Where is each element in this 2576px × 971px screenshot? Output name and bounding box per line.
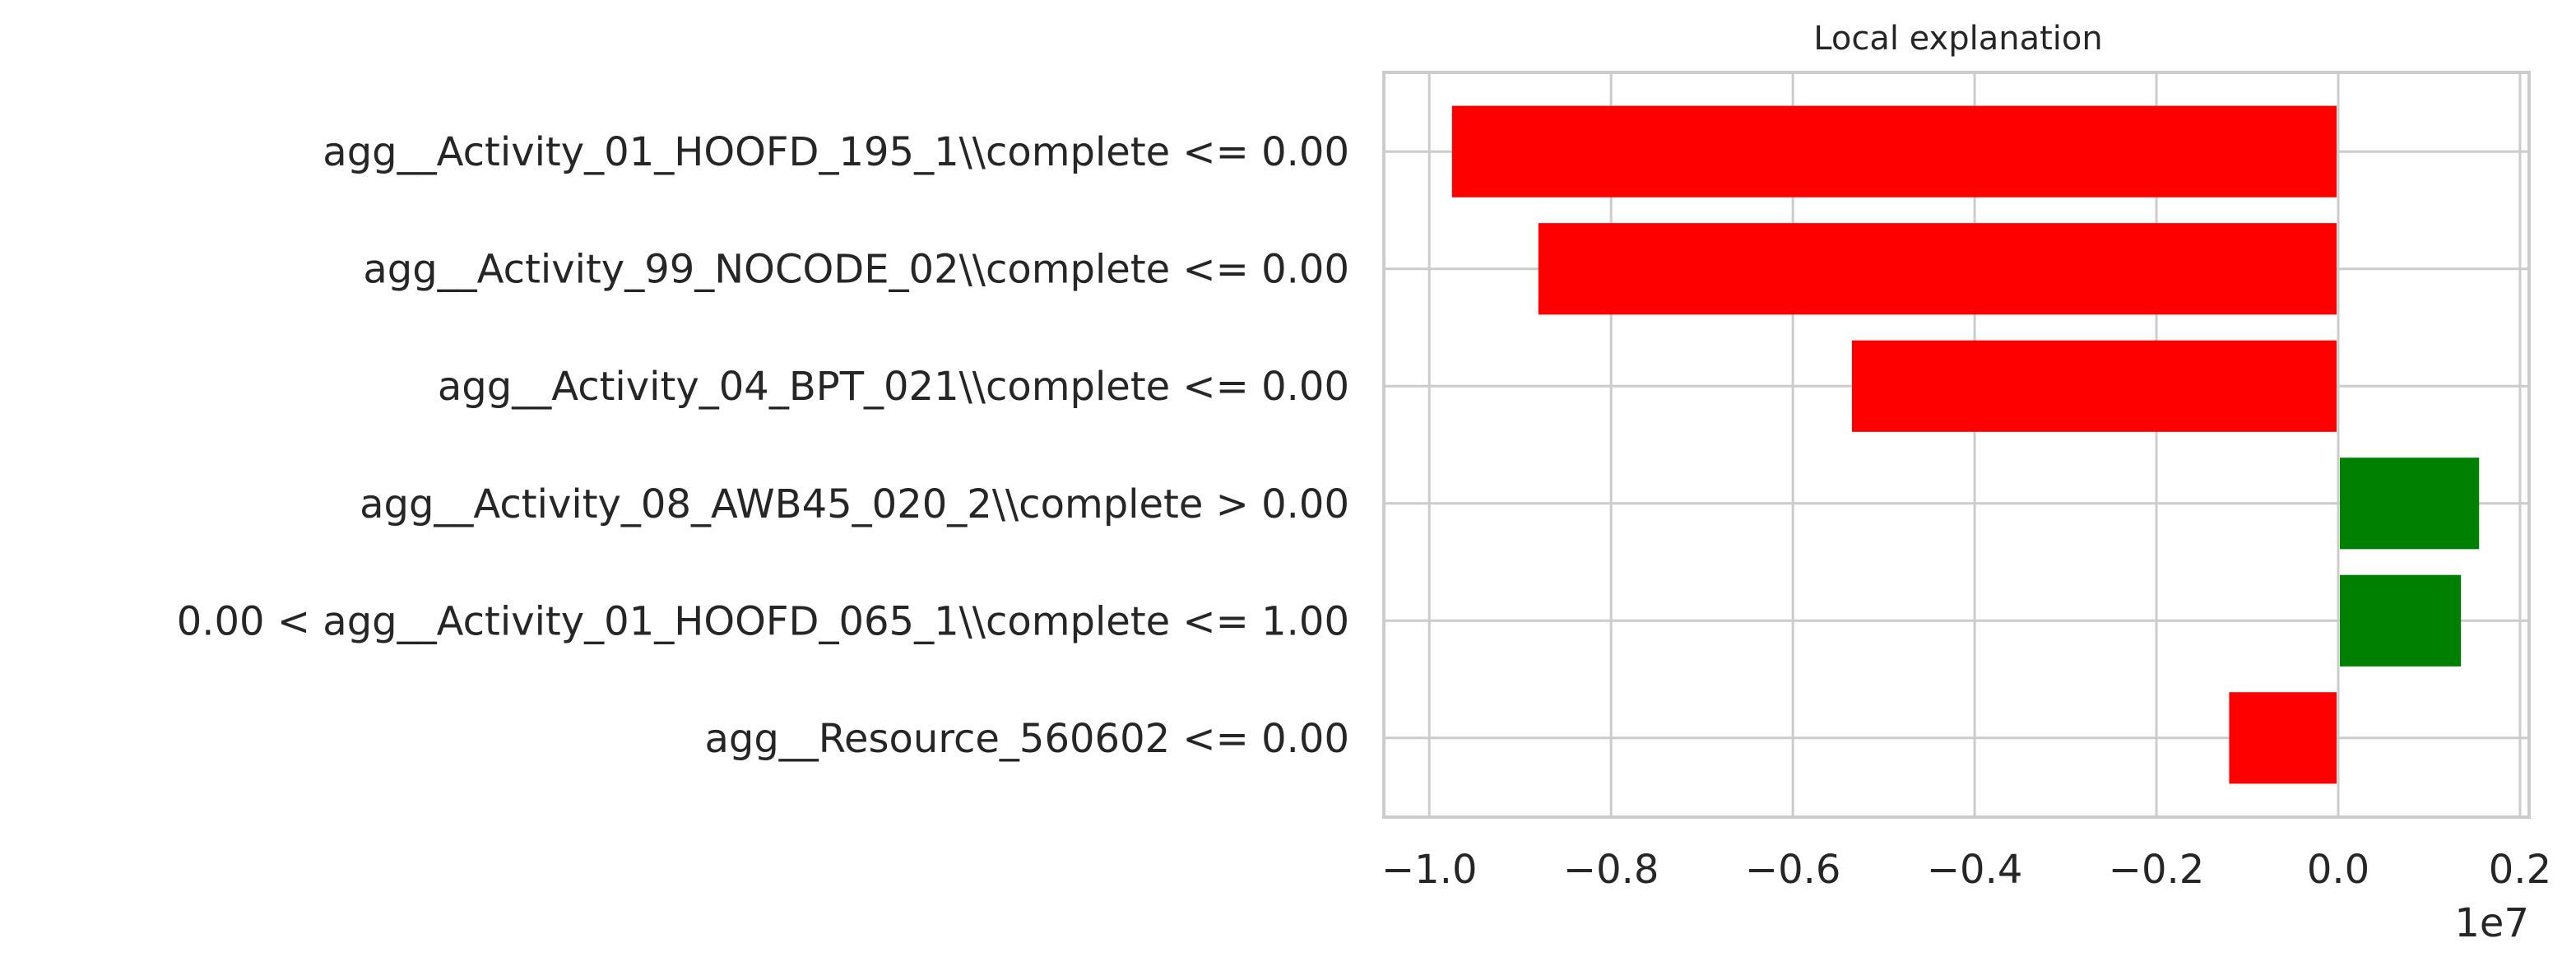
bar — [1451, 105, 2337, 197]
category-label: agg__Activity_01_HOOFD_195_1\\complete <… — [323, 129, 1349, 175]
bar — [1538, 223, 2337, 315]
bars — [1451, 105, 2480, 784]
x-scale-label: 1e7 — [2454, 900, 2529, 946]
x-tick-label: 0.2 — [2489, 847, 2551, 893]
x-tick-label: −1.0 — [1381, 847, 1478, 893]
plot-frame — [1382, 71, 2531, 819]
x-tick-label: −0.4 — [1927, 847, 2023, 893]
chart-title: Local explanation — [1813, 20, 2102, 58]
x-tick-label: −0.6 — [1745, 847, 1841, 893]
category-label: agg__Activity_08_AWB45_020_2\\complete >… — [360, 481, 1349, 527]
bar — [2340, 458, 2480, 550]
x-tick-label: 0.0 — [2307, 847, 2369, 893]
category-label: agg__Activity_04_BPT_021\\complete <= 0.… — [438, 364, 1349, 410]
x-tick-label: −0.8 — [1563, 847, 1659, 893]
x-tick-labels: −1.0 −0.8 −0.6 −0.4 −0.2 0.0 0.2 — [1381, 847, 2551, 893]
y-tick-labels: agg__Activity_01_HOOFD_195_1\\complete <… — [177, 129, 1349, 762]
bar — [2340, 574, 2462, 667]
category-label: 0.00 < agg__Activity_01_HOOFD_065_1\\com… — [177, 598, 1349, 644]
category-label: agg__Activity_99_NOCODE_02\\complete <= … — [363, 247, 1349, 293]
bar — [2229, 692, 2337, 784]
x-tick-label: −0.2 — [2109, 847, 2205, 893]
category-label: agg__Resource_560602 <= 0.00 — [704, 716, 1349, 762]
bar — [1851, 340, 2337, 432]
